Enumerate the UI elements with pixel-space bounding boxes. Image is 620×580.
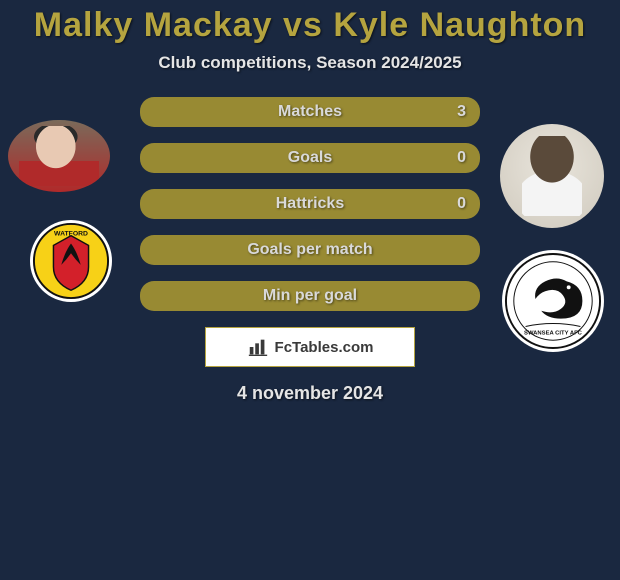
watford-badge: WATFORD	[30, 220, 112, 302]
title-player2: Kyle Naughton	[333, 6, 586, 44]
branding-box: FcTables.com	[205, 327, 415, 367]
comparison-card: Malky Mackay vs Kyle Naughton Club compe…	[0, 0, 620, 450]
branding-text: FcTables.com	[275, 339, 374, 356]
stat-row-mpg: Min per goal	[140, 281, 480, 311]
bar-chart-icon	[247, 336, 269, 358]
stat-right: 3	[457, 103, 466, 121]
player2-avatar	[500, 124, 604, 228]
stats-list: Matches 3 Goals 0 Hattricks 0 Goals per …	[140, 97, 480, 311]
title-vs: vs	[283, 6, 323, 44]
stat-label: Matches	[278, 103, 342, 121]
stat-row-hattricks: Hattricks 0	[140, 189, 480, 219]
swansea-badge: SWANSEA CITY AFC	[502, 250, 604, 352]
stat-row-gpm: Goals per match	[140, 235, 480, 265]
player1-avatar	[8, 120, 110, 192]
svg-text:WATFORD: WATFORD	[54, 231, 88, 238]
title-player1: Malky Mackay	[34, 6, 273, 44]
stat-right: 0	[457, 149, 466, 167]
stat-right: 0	[457, 195, 466, 213]
stat-label: Min per goal	[263, 287, 357, 305]
svg-text:SWANSEA CITY AFC: SWANSEA CITY AFC	[524, 330, 583, 336]
watford-badge-icon: WATFORD	[32, 222, 110, 300]
stat-label: Goals	[288, 149, 332, 167]
stat-label: Goals per match	[247, 241, 372, 259]
player2-silhouette	[522, 136, 582, 216]
subtitle: Club competitions, Season 2024/2025	[0, 53, 620, 73]
stat-row-matches: Matches 3	[140, 97, 480, 127]
swansea-badge-icon: SWANSEA CITY AFC	[504, 252, 602, 350]
date-label: 4 november 2024	[0, 383, 620, 404]
stat-label: Hattricks	[276, 195, 344, 213]
player1-silhouette	[19, 126, 99, 186]
stat-row-goals: Goals 0	[140, 143, 480, 173]
page-title: Malky Mackay vs Kyle Naughton	[0, 6, 620, 45]
